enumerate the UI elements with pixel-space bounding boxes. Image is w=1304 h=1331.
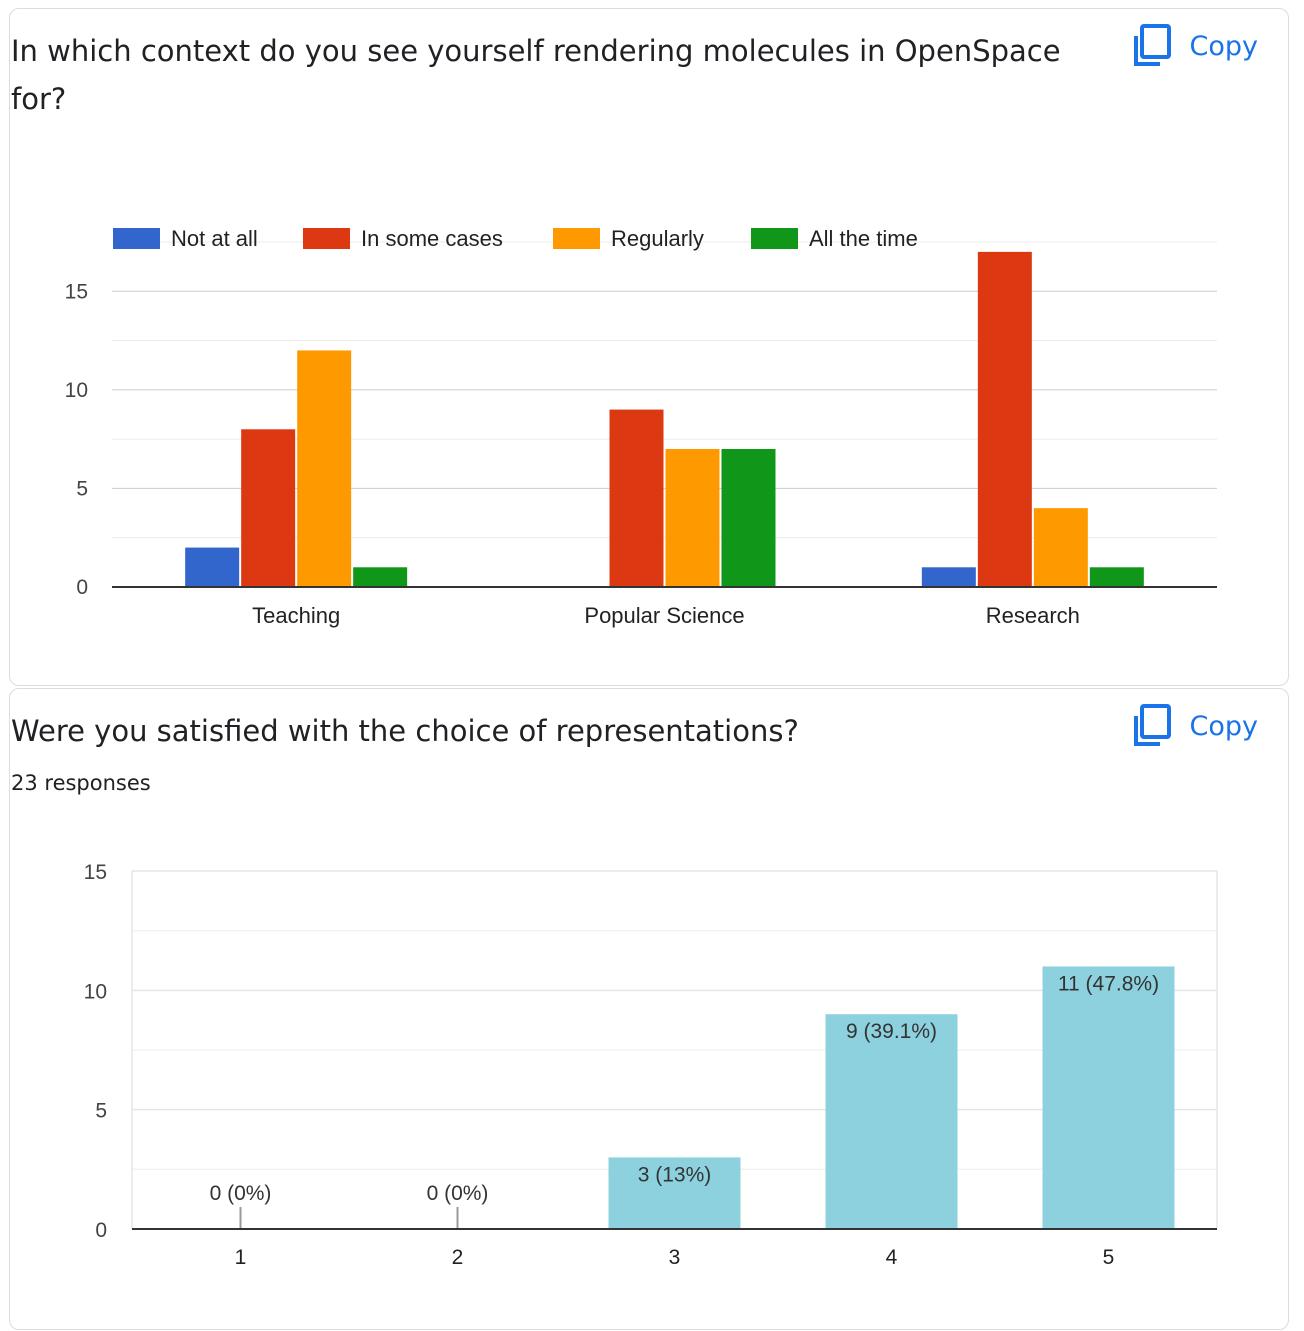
y-tick-label: 10 bbox=[84, 980, 107, 1003]
bar bbox=[825, 1014, 958, 1229]
question-title: In which context do you see yourself ren… bbox=[11, 34, 1061, 116]
bar bbox=[353, 567, 408, 587]
y-tick-label: 15 bbox=[84, 861, 107, 884]
bar bbox=[1089, 567, 1144, 587]
bar bbox=[1042, 966, 1175, 1229]
x-tick-label: 4 bbox=[886, 1246, 898, 1269]
legend-label: All the time bbox=[809, 226, 918, 251]
legend-label: In some cases bbox=[361, 226, 503, 251]
x-tick-label: 5 bbox=[1103, 1246, 1115, 1269]
bar-chart: 0 5 10 15 0 (0%) 1 0 (0%) 2 3 (13%) 3 9 (39.1%) 4 11… bbox=[84, 861, 1218, 1269]
y-tick-label: 0 bbox=[95, 1219, 107, 1242]
y-tick-label: 15 bbox=[65, 280, 88, 303]
x-tick-label: Popular Science bbox=[584, 603, 744, 628]
copy-button[interactable]: Copy bbox=[1132, 701, 1259, 751]
copy-button-label: Copy bbox=[1189, 710, 1259, 742]
data-label: 3 (13%) bbox=[638, 1163, 712, 1186]
y-tick-label: 5 bbox=[95, 1100, 107, 1123]
legend-swatch bbox=[113, 228, 160, 249]
bar bbox=[241, 429, 296, 587]
copy-button[interactable]: Copy bbox=[1132, 21, 1259, 71]
question-card-satisfaction: Were you satisfied with the choice of re… bbox=[9, 688, 1289, 1330]
bar bbox=[608, 1157, 741, 1229]
data-label: 9 (39.1%) bbox=[846, 1020, 937, 1043]
question-title: Were you satisfied with the choice of re… bbox=[11, 714, 799, 748]
data-label: 0 (0%) bbox=[427, 1182, 489, 1205]
bar bbox=[665, 449, 720, 587]
legend-swatch bbox=[553, 228, 600, 249]
x-tick-label: 2 bbox=[452, 1246, 464, 1269]
bar bbox=[1033, 508, 1088, 587]
y-tick-label: 5 bbox=[76, 477, 88, 500]
x-tick-label: 1 bbox=[235, 1246, 247, 1269]
x-tick-label: Research bbox=[986, 603, 1080, 628]
bar bbox=[185, 547, 240, 587]
y-tick-label: 0 bbox=[76, 576, 88, 599]
legend-label: Not at all bbox=[171, 226, 258, 251]
bar bbox=[609, 409, 664, 587]
legend-swatch bbox=[751, 228, 798, 249]
copy-button-label: Copy bbox=[1189, 30, 1259, 62]
legend-swatch bbox=[303, 228, 350, 249]
response-count: 23 responses bbox=[11, 771, 151, 795]
copy-icon bbox=[1133, 704, 1171, 746]
x-tick-label: 3 bbox=[669, 1246, 681, 1269]
data-label: 11 (47.8%) bbox=[1058, 972, 1159, 995]
legend-label: Regularly bbox=[611, 226, 704, 251]
bar bbox=[977, 251, 1032, 587]
x-tick-label: Teaching bbox=[252, 603, 340, 628]
bar bbox=[721, 449, 776, 587]
bar bbox=[921, 567, 976, 587]
copy-icon bbox=[1133, 24, 1171, 66]
grouped-bar-chart: 0 5 10 15 Teaching Popular Science Research Not… bbox=[65, 226, 1217, 628]
data-label: 0 (0%) bbox=[210, 1182, 272, 1205]
bar bbox=[297, 350, 352, 587]
y-tick-label: 10 bbox=[65, 379, 88, 402]
question-card-context: In which context do you see yourself ren… bbox=[9, 8, 1289, 686]
